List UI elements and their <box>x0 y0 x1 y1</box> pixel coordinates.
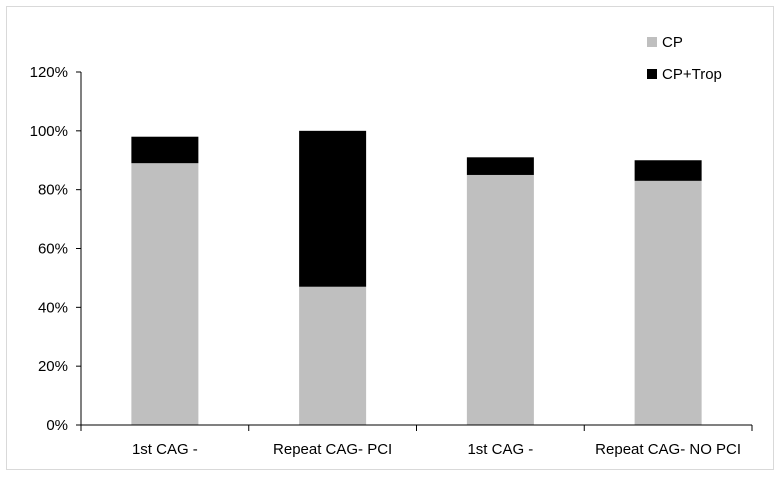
bar-cp-3 <box>466 174 534 425</box>
bar-cp-4 <box>634 180 702 425</box>
y-tick-label: 0% <box>46 417 68 434</box>
y-tick-label: 20% <box>38 358 68 375</box>
bar-cp-1 <box>131 163 199 426</box>
y-tick-label: 60% <box>38 241 68 258</box>
x-tick-label: 1st CAG - <box>132 441 198 458</box>
axes-group: 1st CAG - Repeat CAG- PCI 1st CAG - Repeat … <box>30 64 753 458</box>
legend-label: CP <box>662 34 683 51</box>
legend-swatch-cp-trop <box>647 69 657 79</box>
x-tick-label: Repeat CAG- PCI <box>273 441 392 458</box>
legend-swatch-cp <box>647 37 657 47</box>
bar-cp-trop-1 <box>131 136 199 164</box>
bar-cp-trop-3 <box>466 157 534 175</box>
legend-label: CP+Trop <box>662 66 722 83</box>
y-tick-label: 120% <box>30 64 68 81</box>
x-tick-label: 1st CAG - <box>467 441 533 458</box>
bars-group <box>131 130 702 426</box>
bar-cp-2 <box>299 286 367 425</box>
y-tick-label: 80% <box>38 182 68 199</box>
bar-cp-trop-4 <box>634 160 702 181</box>
x-tick-label: Repeat CAG- NO PCI <box>595 441 741 458</box>
y-tick-label: 100% <box>30 123 68 140</box>
bar-cp-trop-2 <box>299 130 367 287</box>
y-tick-label: 40% <box>38 299 68 316</box>
legend: CP CP+Trop <box>647 34 722 83</box>
